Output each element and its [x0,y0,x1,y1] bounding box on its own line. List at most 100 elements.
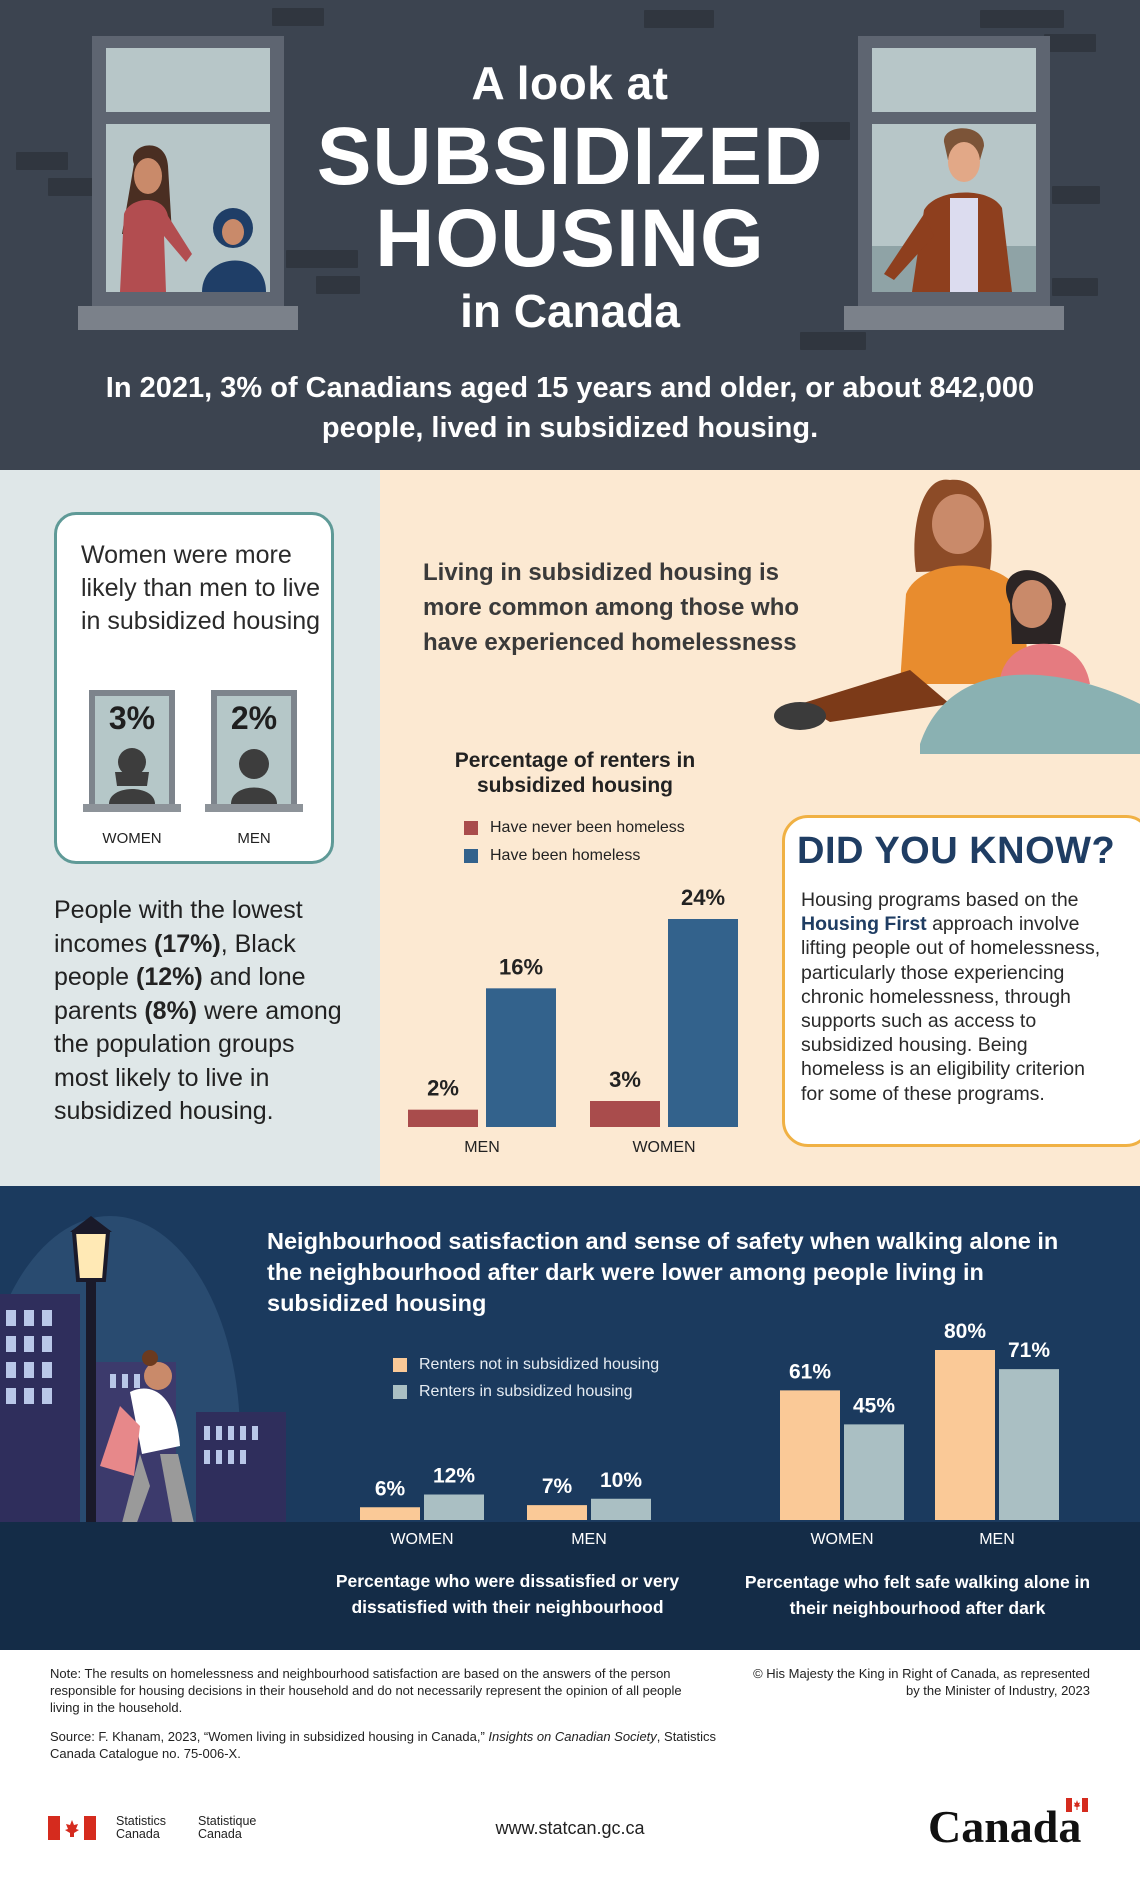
brick-decoration [16,152,68,170]
source-text-part: Source: F. Khanam, 2023, “Women living i… [50,1729,489,1744]
data-label: 16% [499,954,543,979]
data-label: 6% [375,1477,406,1500]
source-text-part: , Statistics Canada Catalogue no. 75-006… [50,1729,717,1761]
data-label: 80% [944,1320,986,1343]
dyk-text-part: approach involve lifting people out of h… [801,913,1101,1105]
woman-silhouette-icon [109,748,155,804]
mother-and-daughter-illustration [774,479,1140,754]
footer-note: Note: The results on homelessness and ne… [50,1666,682,1715]
legend-label: Have been homeless [490,847,641,864]
men-percentage: 2% [230,700,278,736]
brick-decoration [1052,278,1098,296]
data-label: 2% [427,1076,459,1101]
bar-men-series-0 [935,1350,995,1520]
title-suffix: in Canada [460,285,680,337]
population-groups-text: People with the lowest incomes (17%), Bl… [54,894,354,1129]
page-title-line1: SUBSIDIZED [316,111,824,202]
bar-men-series-1 [999,1369,1059,1520]
nb-legend-not-subsidized: Renters not in subsidized housing [393,1356,659,1374]
homelessness-headline: Living in subsidized housing is more com… [423,559,800,656]
bar-men-series-1 [591,1498,651,1520]
dissatisfaction-bar-chart: 6% 12% WOMEN 7% 10% MEN [360,1465,651,1548]
title-block: A look at SUBSIDIZED HOUSING in Canada [0,56,1140,338]
canada-wordmark-flag-icon [1066,1798,1088,1812]
lone-parents-percentage: (8%) [144,996,198,1025]
nb-legend-subsidized: Renters in subsidized housing [393,1383,632,1401]
legend-swatch [393,1358,407,1372]
legend-swatch [464,849,478,863]
header-banner: A look at SUBSIDIZED HOUSING in Canada I… [0,0,1140,470]
data-label: 12% [433,1465,475,1488]
population-text-part: People with the lowest incomes [54,896,303,958]
statcan-french: Statistique Canada [198,1814,257,1841]
bar-women-series-0 [590,1101,660,1127]
women-window: 3% [83,690,181,812]
women-label: WOMEN [102,830,162,847]
statcan-english: Statistics Canada [116,1814,167,1841]
brick-decoration [800,122,850,140]
brick-decoration [272,8,324,26]
website-link[interactable]: www.statcan.gc.ca [495,1818,645,1838]
category-label: MEN [979,1531,1015,1548]
housing-first-highlight: Housing First [801,913,927,936]
legend-swatch [464,821,478,835]
category-label: WOMEN [810,1531,873,1548]
page-title-line2: HOUSING [375,193,765,284]
legend-label: Renters not in subsidized housing [419,1356,660,1373]
gender-comparison-text: Women were more likely than men to live … [81,541,321,635]
bar-women-series-1 [668,919,738,1127]
source-publication: Insights on Canadian Society [488,1729,657,1744]
bar-men-series-0 [527,1505,587,1520]
chart1-title: Percentage of renters in subsidized hous… [454,749,696,797]
bar-women-series-0 [360,1507,420,1520]
data-label: 71% [1008,1339,1050,1362]
bar-women-series-1 [424,1494,484,1520]
dyk-text-part: Housing programs based on the [801,889,1079,911]
brick-decoration [48,178,98,196]
data-label: 45% [853,1394,895,1417]
legend-swatch [393,1385,407,1399]
neighbourhood-headline: Neighbourhood satisfaction and sense of … [267,1228,1059,1316]
right-window [844,36,1064,330]
woman-and-child-illustration [106,124,270,292]
neighbourhood-caption-band [0,1522,1140,1650]
population-text-part: and lone parents [54,963,306,1025]
safety-bar-chart: 61% 45% WOMEN 80% 71% MEN [780,1320,1059,1548]
legend-label: Have never been homeless [490,819,685,836]
data-label: 24% [681,885,725,910]
left-window [78,36,298,330]
footer-copyright: © His Majesty the King in Right of Canad… [753,1666,1090,1698]
data-label: 10% [600,1469,642,1492]
page-title: SUBSIDIZED HOUSING [0,116,1140,280]
statcan-logo: Statistics Canada Statistique Canada [48,1815,286,1841]
chart1-legend-never: Have never been homeless [464,819,685,837]
brick-decoration [1052,186,1100,204]
category-label: WOMEN [390,1531,453,1548]
statcan-names: Statistics Canada Statistique Canada [116,1815,286,1841]
man-illustration [872,124,1036,292]
population-text-part: were among the population groups most li… [54,996,342,1126]
legend-label: Renters in subsidized housing [419,1383,633,1400]
footer-source: Source: F. Khanam, 2023, “Women living i… [50,1728,750,1762]
brick-decoration [1044,34,1096,52]
dissatisfied-caption: Percentage who were dissatisfied or very… [335,1571,680,1617]
black-people-percentage: (12%) [136,963,203,991]
bar-women-series-1 [844,1424,904,1520]
gender-comparison-card: Women were more likely than men to live … [54,512,334,864]
homelessness-bar-chart: 2% 16% MEN 3% 24% WOMEN [408,885,738,1156]
category-label: WOMEN [632,1139,695,1156]
did-you-know-card: DID YOU KNOW? Housing programs based on … [782,815,1140,1147]
bar-women-series-0 [780,1390,840,1520]
data-label: 61% [789,1360,831,1383]
bar-men-series-0 [408,1109,478,1127]
data-label: 7% [542,1475,573,1498]
category-label: MEN [464,1139,500,1156]
brick-decoration [286,250,358,268]
chart1-legend-been: Have been homeless [464,847,640,865]
brick-decoration [980,10,1064,28]
brick-decoration [644,10,714,28]
title-prefix: A look at [471,57,669,109]
intro-statement: In 2021, 3% of Canadians aged 15 years a… [105,372,1035,444]
women-percentage: 3% [108,700,156,736]
did-you-know-text: Housing programs based on the Housing Fi… [801,888,1111,1106]
